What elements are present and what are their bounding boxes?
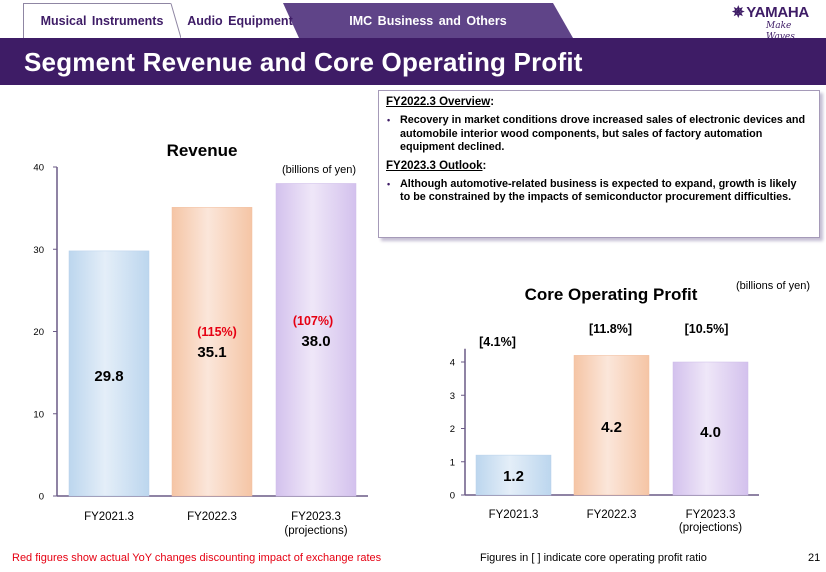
y-tick-label: 10 [33,409,44,420]
y-tick-label: 20 [33,327,44,338]
fy2023-outlook-heading: FY2023.3 Outlook: [386,159,487,172]
tab-shape [283,3,573,38]
bar-fy2022-3 [573,355,650,496]
value-label: 35.1 [197,344,226,361]
y-tick-label: 4 [450,358,455,369]
bullet-icon: • [387,178,391,189]
tab-audio-equipment[interactable]: Audio Equipment [170,3,310,38]
bar-fy2022-3 [171,207,253,497]
y-tick-label: 30 [33,245,44,256]
profit-ratio-label: [4.1%] [479,335,516,349]
y-tick-label: 3 [450,391,455,402]
overview-bullet: • Recovery in market conditions drove in… [386,114,819,155]
y-tick-label: 2 [450,424,455,435]
x-category-label: FY2021.3 [84,511,134,523]
tab-shape [170,3,310,38]
value-label: 4.2 [601,419,622,436]
yoy-change-label: (107%) [293,314,333,328]
revenue-labels: 29.8 FY2021.3 35.1 (115%) FY2022.3 38.0 (107%)… [84,314,348,537]
y-tick-label: 1 [450,457,455,468]
segment-tab-bar: Musical Instruments Audio Equipment IMC … [0,0,826,44]
yamaha-logo: ✵ YAMAHA Make Waves [732,4,822,44]
x-category-label: FY2022.3 [587,509,637,521]
tab-label: Musical Instruments [40,13,164,28]
y-tick-label: 0 [39,492,44,503]
tab-label: Audio Equipment [187,13,293,28]
yoy-footnote: Red figures show actual YoY changes disc… [12,552,382,564]
profit-ratio-label: [11.8%] [589,322,632,336]
tab-label: IMC Business and Others [349,13,507,28]
cop-bars [475,355,749,496]
x-category-sublabel: (projections) [679,522,742,534]
tab-shape [23,3,181,38]
value-label: 4.0 [700,424,721,441]
page-title: Segment Revenue and Core Operating Profi… [24,47,583,77]
tuning-fork-mark-icon: ✵ [732,4,745,21]
yoy-change-label: (115%) [197,325,237,339]
cop-chart-title: Core Operating Profit [525,285,698,304]
x-category-label: FY2023.3 [686,509,736,521]
value-label: 38.0 [301,333,330,350]
overview-box: FY2022.3 Overview: • Recovery in market … [378,90,820,238]
cop-labels: 1.2 [4.1%] FY2021.3 4.2 [11.8%] FY2022.3 4.0 [1… [479,322,742,534]
bar-fy2023-3 [672,361,749,496]
x-category-label: FY2023.3 [291,511,341,523]
overview-bullet-text: Recovery in market conditions drove incr… [400,114,806,154]
outlook-bullet: • Although automotive-related business i… [386,178,819,205]
core-operating-profit-chart: Core Operating Profit (billions of yen) … [450,280,810,534]
cop-unit-label: (billions of yen) [736,280,810,292]
bullet-icon: • [387,115,391,125]
x-category-label: FY2022.3 [187,511,237,523]
x-category-label: FY2021.3 [489,509,539,521]
bar-fy2023-3 [275,183,357,497]
tab-imc-business-and-others[interactable]: IMC Business and Others [283,3,573,38]
logo-brand: YAMAHA [746,4,809,21]
ratio-footnote: Figures in [ ] indicate core operating p… [480,552,707,564]
logo-wordmark: ✵ YAMAHA [732,4,809,21]
value-label: 29.8 [94,368,123,385]
outlook-bullet-text: Although automotive-related business is … [400,177,797,204]
value-label: 1.2 [503,468,524,485]
page-number: 21 [808,552,821,564]
revenue-chart: Revenue (billions of yen) 0 10 20 30 40 29.8… [33,141,368,537]
tab-musical-instruments[interactable]: Musical Instruments [23,3,181,38]
bar-fy2021-3 [68,250,150,497]
title-bar: Segment Revenue and Core Operating Profi… [0,38,826,85]
y-tick-label: 40 [33,163,44,174]
x-category-sublabel: (projections) [284,525,347,537]
revenue-bars [68,183,357,497]
fy2022-overview-heading: FY2022.3 Overview: [386,96,495,108]
bar-fy2021-3 [475,454,552,496]
revenue-unit-label: (billions of yen) [282,164,356,176]
revenue-chart-title: Revenue [167,141,238,160]
profit-ratio-label: [10.5%] [685,322,729,336]
y-tick-label: 0 [450,491,455,502]
